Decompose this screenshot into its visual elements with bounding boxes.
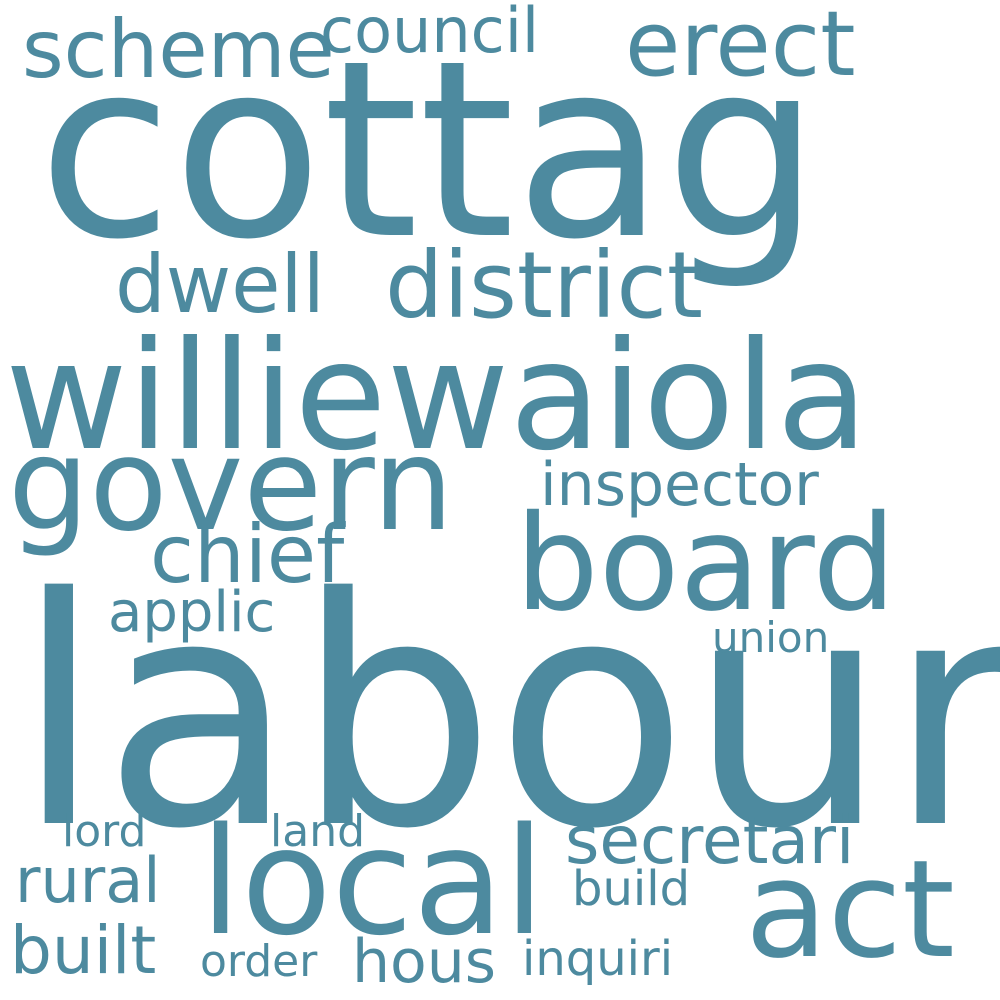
word-district: district	[385, 232, 704, 339]
word-williewaiola: williewaiola	[5, 310, 869, 484]
word-applic: applic	[108, 580, 276, 645]
word-secretari: secretari	[565, 802, 855, 879]
word-hous: hous	[352, 927, 497, 997]
word-rural: rural	[15, 844, 161, 917]
word-inspector: inspector	[540, 450, 819, 520]
word-council: council	[320, 0, 540, 67]
word-erect: erect	[625, 0, 856, 97]
word-union: union	[712, 613, 830, 662]
word-built: built	[10, 912, 157, 989]
word-board: board	[515, 487, 897, 641]
word-dwell: dwell	[115, 238, 325, 331]
word-govern: govern	[8, 411, 454, 560]
word-cottag: cottag	[38, 8, 821, 293]
word-land: land	[270, 806, 366, 857]
word-local: local	[200, 796, 545, 968]
word-labour: labour	[15, 532, 1000, 898]
word-lord: lord	[62, 806, 147, 857]
word-chief: chief	[150, 508, 345, 601]
word-inquiri: inquiri	[522, 931, 674, 987]
word-act: act	[745, 831, 955, 988]
word-scheme: scheme	[22, 3, 335, 96]
word-order: order	[200, 936, 318, 987]
word-build: build	[572, 861, 691, 917]
